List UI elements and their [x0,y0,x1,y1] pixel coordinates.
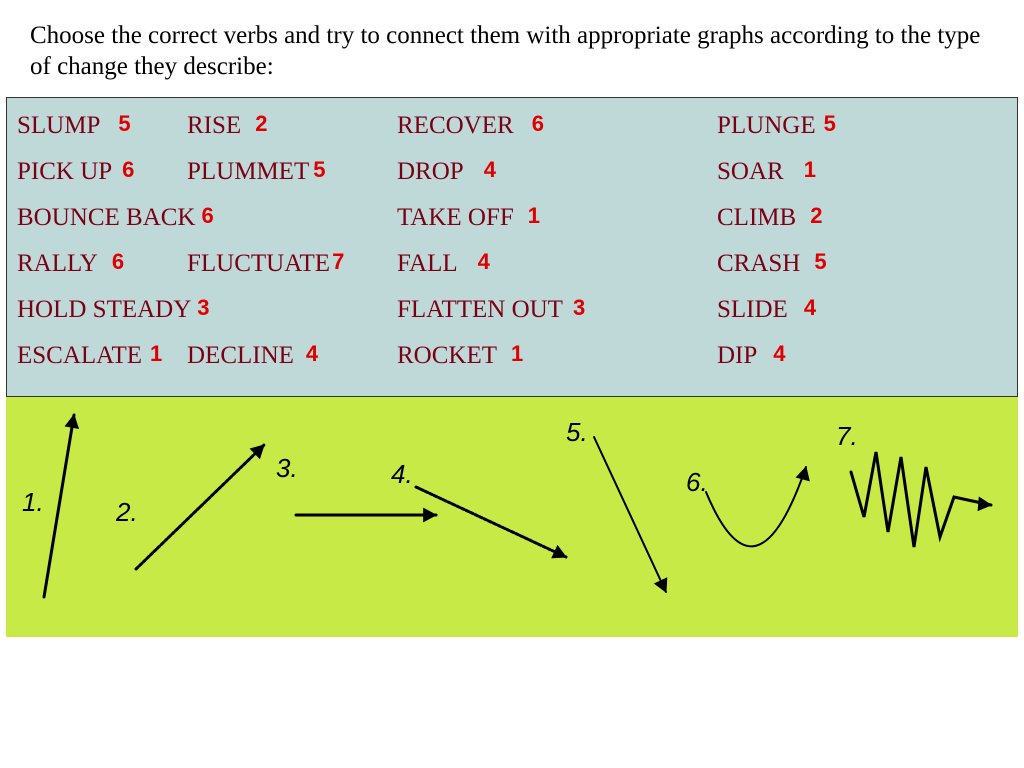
verb-cell: DROP 4 [397,158,496,186]
verb-answer-number: 6 [532,111,544,136]
verb-cell: SLUMP 5 [17,112,131,140]
verb-answer-number: 5 [313,157,325,182]
graph-label: 2. [116,497,138,528]
verb-cell: PICK UP 6 [17,158,134,186]
graph-label: 1. [22,487,44,518]
verb-word: DIP [717,342,757,369]
graph-arrow-4 [416,487,566,557]
verb-cell: FALL 4 [397,250,490,278]
verb-word: PICK UP [17,158,112,185]
verb-word: RISE [187,112,241,139]
verb-word: RECOVER [397,112,514,139]
verb-cell: TAKE OFF 1 [397,204,540,232]
arrowhead-icon [796,467,809,481]
graph-arrow-2 [136,445,264,569]
verb-cell: SOAR 1 [717,158,816,186]
verb-answer-number: 3 [197,295,209,320]
verb-word: PLUNGE [717,112,816,139]
verb-answer-number: 5 [814,249,826,274]
verb-answer-number: 4 [306,341,318,366]
verb-answer-number: 4 [804,295,816,320]
verb-word: ROCKET [397,342,497,369]
verb-word: SLIDE [717,296,788,323]
verb-word: ESCALATE [17,342,142,369]
verb-answer-number: 7 [332,249,344,274]
verb-word: DECLINE [187,342,294,369]
verb-cell: FLATTEN OUT 3 [397,296,585,324]
verb-word: HOLD STEADY [17,296,191,323]
verb-cell: BOUNCE BACK6 [17,204,214,232]
arrowhead-icon [978,497,991,510]
verb-answer-number: 4 [484,157,496,182]
verb-cell: PLUMMET5 [187,158,325,186]
verb-word: TAKE OFF [397,204,514,231]
verb-word: FLUCTUATE [187,250,330,277]
graph-arrow-5 [594,437,666,592]
graphs-panel: 1. 2. 3. 4. 5. 6. 7. [6,397,1018,637]
verb-answer-number: 5 [824,111,836,136]
verb-answer-number: 1 [528,203,540,228]
verb-cell: ROCKET 1 [397,342,523,370]
verb-cell: SLIDE 4 [717,296,816,324]
verb-cell: CRASH 5 [717,250,827,278]
verb-cell: FLUCTUATE7 [187,250,344,278]
graph-label: 7. [836,421,858,452]
verb-answer-number: 6 [122,157,134,182]
verb-box: SLUMP5RISE2RECOVER6PLUNGE5PICK UP6PLUMME… [6,97,1018,397]
verb-word: PLUMMET [187,158,309,185]
verb-grid: SLUMP5RISE2RECOVER6PLUNGE5PICK UP6PLUMME… [17,112,1007,382]
verb-cell: DIP 4 [717,342,786,370]
graph-label: 6. [686,467,708,498]
graph-label: 3. [276,453,298,484]
verb-answer-number: 2 [810,203,822,228]
verb-word: CRASH [717,250,800,277]
verb-cell: ESCALATE 1 [17,342,162,370]
graph-label: 5. [566,417,588,448]
verb-word: BOUNCE BACK [17,204,196,231]
verb-word: FALL [397,250,458,277]
verb-word: SLUMP [17,112,100,139]
verb-word: SOAR [717,158,784,185]
instruction-text: Choose the correct verbs and try to conn… [0,0,1024,97]
verb-answer-number: 2 [255,111,267,136]
arrowhead-icon [65,415,78,428]
verb-cell: PLUNGE 5 [717,112,836,140]
graph-label: 4. [391,459,413,490]
verb-answer-number: 1 [150,341,162,366]
verb-word: FLATTEN OUT [397,296,563,323]
verb-word: CLIMB [717,204,796,231]
verb-cell: CLIMB 2 [717,204,822,232]
verb-cell: RECOVER 6 [397,112,544,140]
verb-answer-number: 4 [478,249,490,274]
verb-answer-number: 5 [118,111,130,136]
verb-answer-number: 4 [773,341,785,366]
verb-answer-number: 3 [573,295,585,320]
graphs-svg [6,397,1018,637]
arrowhead-icon [424,508,436,521]
verb-answer-number: 1 [804,157,816,182]
graph-arrow-6 [706,467,806,546]
verb-cell: RISE 2 [187,112,267,140]
verb-answer-number: 6 [202,203,214,228]
verb-cell: HOLD STEADY3 [17,296,210,324]
verb-answer-number: 1 [511,341,523,366]
verb-cell: DECLINE 4 [187,342,318,370]
graph-arrow-7 [851,452,991,547]
verb-cell: RALLY 6 [17,250,124,278]
verb-word: RALLY [17,250,98,277]
verb-answer-number: 6 [112,249,124,274]
verb-word: DROP [397,158,464,185]
graph-arrow-1 [44,415,74,597]
